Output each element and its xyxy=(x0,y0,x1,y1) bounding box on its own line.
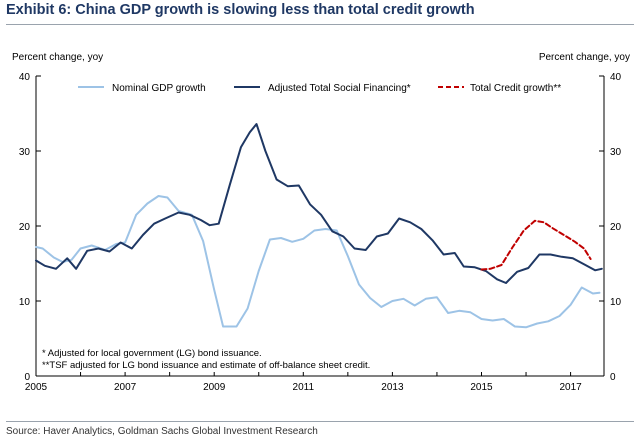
series-layer xyxy=(35,123,603,329)
source-note: Source: Haver Analytics, Goldman Sachs G… xyxy=(6,426,318,437)
chart-title: Exhibit 6: China GDP growth is slowing l… xyxy=(6,2,475,18)
right-y-tick-label-10: 10 xyxy=(610,297,622,308)
source-divider xyxy=(6,421,634,422)
footnote-lg-bond: * Adjusted for local government (LG) bon… xyxy=(42,348,262,359)
left-y-tick-label-0: 0 xyxy=(24,372,30,383)
right-y-tick-label-30: 30 xyxy=(610,147,622,158)
legend-label-tsf: Adjusted Total Social Financing* xyxy=(268,83,411,94)
legend-label-nominal-gdp: Nominal GDP growth xyxy=(112,83,206,94)
x-tick-label-2007: 2007 xyxy=(114,382,137,393)
left-y-tick-label-40: 40 xyxy=(19,72,31,83)
right-y-tick-label-40: 40 xyxy=(610,72,622,83)
left-y-tick-label-20: 20 xyxy=(19,222,31,233)
x-tick-label-2013: 2013 xyxy=(381,382,404,393)
series-line-3 xyxy=(480,219,592,271)
chart-axes xyxy=(35,76,605,377)
x-tick-label-2015: 2015 xyxy=(470,382,493,393)
left-y-tick-label-10: 10 xyxy=(19,297,31,308)
series-line-2 xyxy=(35,123,603,284)
line-chart: Percent change, yoy Percent change, yoy … xyxy=(12,52,630,393)
x-tick-label-2017: 2017 xyxy=(559,382,582,393)
right-y-tick-label-0: 0 xyxy=(610,372,616,383)
axis-ticks: 0 0 10 10 20 20 30 30 40 40 2005 2007 2009 2011 2013 20… xyxy=(19,72,622,393)
left-y-tick-label-30: 30 xyxy=(19,147,31,158)
chart-legend: Nominal GDP growth Adjusted Total Social… xyxy=(78,83,561,94)
x-tick-label-2011: 2011 xyxy=(293,382,315,393)
legend-label-total-credit: Total Credit growth** xyxy=(470,83,561,94)
footnote-tsf-adjustment: **TSF adjusted for LG bond issuance and … xyxy=(42,360,370,371)
right-y-tick-label-20: 20 xyxy=(610,222,622,233)
title-divider xyxy=(6,24,634,25)
series-line-1 xyxy=(35,195,601,329)
x-tick-label-2009: 2009 xyxy=(203,382,226,393)
left-y-axis-title: Percent change, yoy xyxy=(12,52,103,63)
x-tick-label-2005: 2005 xyxy=(25,382,48,393)
right-y-axis-title: Percent change, yoy xyxy=(539,52,630,63)
